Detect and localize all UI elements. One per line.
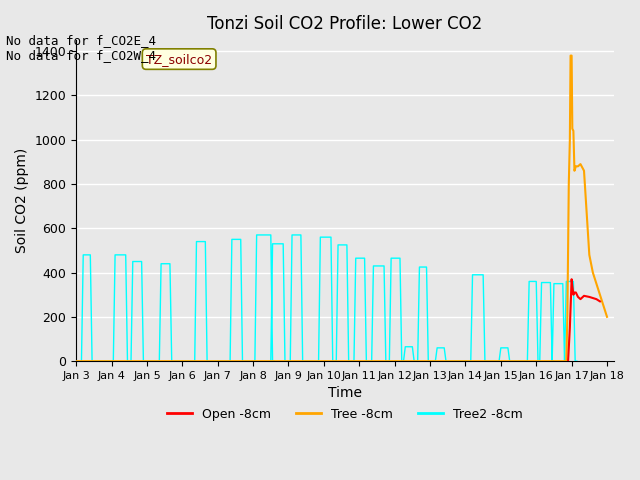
- X-axis label: Time: Time: [328, 386, 362, 400]
- Y-axis label: Soil CO2 (ppm): Soil CO2 (ppm): [15, 148, 29, 253]
- Text: TZ_soilco2: TZ_soilco2: [146, 53, 212, 66]
- Text: No data for f_CO2E_4
No data for f_CO2W_4: No data for f_CO2E_4 No data for f_CO2W_…: [6, 34, 156, 61]
- Legend: Open -8cm, Tree -8cm, Tree2 -8cm: Open -8cm, Tree -8cm, Tree2 -8cm: [163, 403, 528, 425]
- Title: Tonzi Soil CO2 Profile: Lower CO2: Tonzi Soil CO2 Profile: Lower CO2: [207, 15, 483, 33]
